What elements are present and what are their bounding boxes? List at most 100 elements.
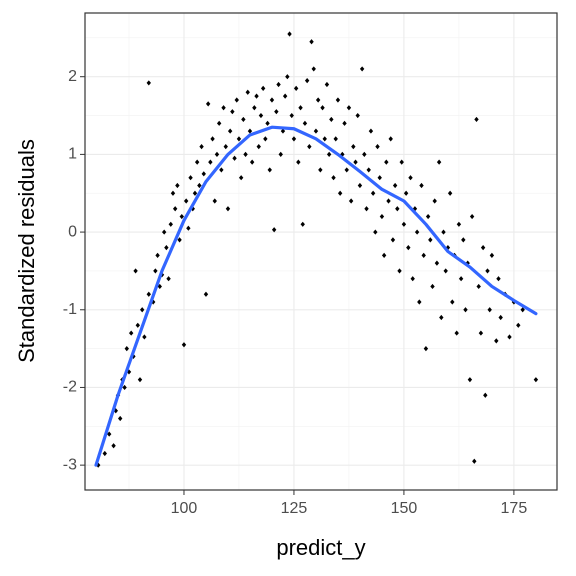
- point: [122, 384, 127, 391]
- point: [348, 198, 354, 204]
- point: [326, 151, 332, 157]
- point: [496, 276, 501, 282]
- point: [153, 268, 158, 274]
- point: [366, 167, 371, 173]
- point: [166, 276, 171, 282]
- point: [419, 182, 424, 189]
- point: [243, 151, 248, 157]
- point: [245, 89, 250, 95]
- point: [133, 268, 138, 274]
- point: [274, 109, 279, 115]
- point: [265, 120, 270, 126]
- point: [384, 159, 389, 165]
- point: [337, 190, 343, 196]
- point: [203, 291, 209, 297]
- point: [487, 307, 492, 313]
- point: [170, 190, 176, 196]
- point: [315, 97, 321, 103]
- point: [421, 252, 426, 258]
- point: [95, 462, 101, 468]
- point: [276, 81, 281, 88]
- point: [359, 66, 365, 72]
- point: [434, 260, 440, 266]
- point: [175, 182, 180, 189]
- point: [489, 252, 495, 258]
- point: [223, 144, 228, 150]
- point: [324, 81, 330, 88]
- y-tick-label: -1: [63, 301, 77, 318]
- point: [304, 77, 310, 84]
- point: [507, 334, 512, 340]
- point: [221, 105, 226, 111]
- point: [142, 334, 147, 340]
- point: [146, 80, 151, 86]
- point: [436, 159, 442, 165]
- point: [474, 116, 479, 123]
- point: [368, 128, 374, 134]
- point: [357, 182, 363, 189]
- point: [313, 128, 319, 134]
- point: [408, 175, 413, 181]
- point: [285, 74, 290, 80]
- point: [476, 283, 481, 290]
- point: [331, 175, 336, 181]
- point: [375, 144, 380, 150]
- y-tick-label: -2: [63, 379, 77, 396]
- point: [161, 229, 167, 235]
- point: [298, 105, 303, 111]
- point: [364, 206, 369, 212]
- point: [197, 182, 202, 189]
- point: [194, 159, 200, 165]
- point: [329, 116, 334, 123]
- point: [155, 252, 160, 258]
- point: [146, 291, 151, 297]
- point: [183, 198, 189, 204]
- point: [439, 314, 444, 321]
- point: [395, 206, 400, 212]
- point: [311, 66, 316, 72]
- point: [370, 190, 376, 196]
- point: [454, 330, 459, 336]
- point: [302, 120, 308, 126]
- y-tick-label: 1: [68, 146, 77, 163]
- point: [256, 144, 261, 150]
- point: [236, 136, 242, 142]
- point: [432, 198, 437, 204]
- point: [278, 151, 283, 157]
- point: [379, 213, 385, 220]
- point: [157, 283, 162, 290]
- point: [520, 307, 525, 313]
- point: [410, 276, 415, 282]
- point: [212, 198, 217, 204]
- point: [227, 128, 233, 134]
- point: [469, 213, 475, 220]
- point: [137, 377, 143, 383]
- point: [177, 237, 182, 243]
- point: [430, 283, 435, 290]
- point: [291, 136, 297, 142]
- smooth-line: [94, 125, 538, 467]
- x-tick-label: 150: [391, 500, 418, 517]
- point: [128, 330, 134, 336]
- point: [309, 39, 314, 45]
- point: [342, 120, 347, 126]
- point: [168, 221, 173, 227]
- point: [333, 136, 338, 142]
- point: [164, 245, 169, 251]
- point: [456, 221, 462, 227]
- point: [397, 268, 402, 274]
- point: [271, 227, 277, 233]
- x-axis-title: predict_y: [276, 535, 365, 560]
- point: [344, 167, 349, 173]
- point: [320, 105, 325, 111]
- point: [117, 415, 123, 422]
- point: [467, 377, 473, 383]
- point: [172, 206, 178, 212]
- point: [447, 190, 453, 196]
- point: [355, 112, 360, 119]
- point: [225, 206, 231, 212]
- point: [373, 229, 378, 235]
- point: [113, 408, 118, 414]
- point: [353, 159, 358, 165]
- point: [124, 346, 129, 352]
